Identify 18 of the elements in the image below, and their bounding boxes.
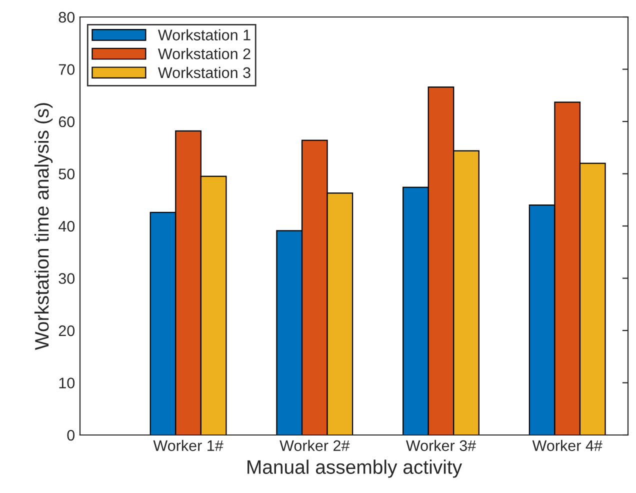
y-tick-label: 80 (58, 12, 75, 23)
y-axis-title: Workstation time analysis (s) (34, 103, 53, 350)
x-tick-label: Worker 3# (406, 440, 476, 452)
legend-label: Workstation 1 (158, 29, 250, 40)
y-tick-label: 20 (58, 325, 75, 336)
y-tick-label: 40 (58, 220, 75, 232)
x-axis-title: Manual assembly activity (248, 460, 462, 478)
x-tick-label: Worker 4# (532, 440, 602, 452)
y-tick-label: 60 (58, 116, 75, 128)
x-tick-label: Worker 1# (153, 440, 224, 452)
y-tick-label: 30 (58, 273, 75, 284)
legend-label: Workstation 2 (158, 48, 250, 60)
x-tick-label: Worker 2# (280, 440, 350, 452)
y-tick-label: 50 (58, 168, 75, 180)
y-tick-label: 0 (67, 430, 75, 441)
y-tick-label: 70 (58, 64, 75, 75)
legend-label: Workstation 3 (158, 66, 250, 78)
y-tick-label: 10 (59, 378, 75, 388)
